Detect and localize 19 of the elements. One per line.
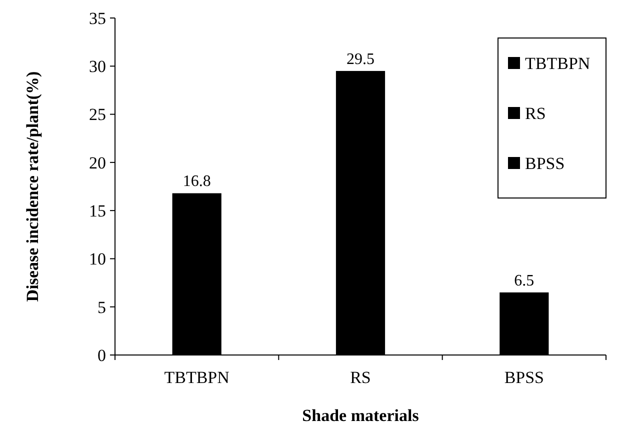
y-tick-label: 35	[89, 8, 106, 28]
data-label: 16.8	[182, 173, 211, 190]
x-tick-label: RS	[350, 368, 371, 387]
data-label: 6.5	[514, 272, 534, 290]
x-axis-title: Shade materials	[302, 406, 420, 425]
y-tick-label: 5	[98, 298, 106, 317]
y-tick-label: 25	[89, 105, 106, 124]
y-tick-label: 10	[89, 250, 106, 269]
legend-label: BPSS	[525, 154, 565, 173]
y-tick-label: 15	[89, 202, 106, 221]
legend-label: TBTBPN	[525, 54, 590, 73]
x-tick-label: TBTBPN	[164, 368, 230, 387]
data-label: 29.5	[346, 50, 374, 68]
y-tick-label: 30	[89, 57, 106, 76]
y-axis-title: Disease incidence rate/plant(%)	[23, 71, 42, 302]
y-tick-label: 20	[89, 153, 106, 172]
x-tick-label: BPSS	[504, 368, 544, 387]
legend-label: RS	[525, 104, 546, 123]
y-tick-label: 0	[98, 346, 106, 365]
